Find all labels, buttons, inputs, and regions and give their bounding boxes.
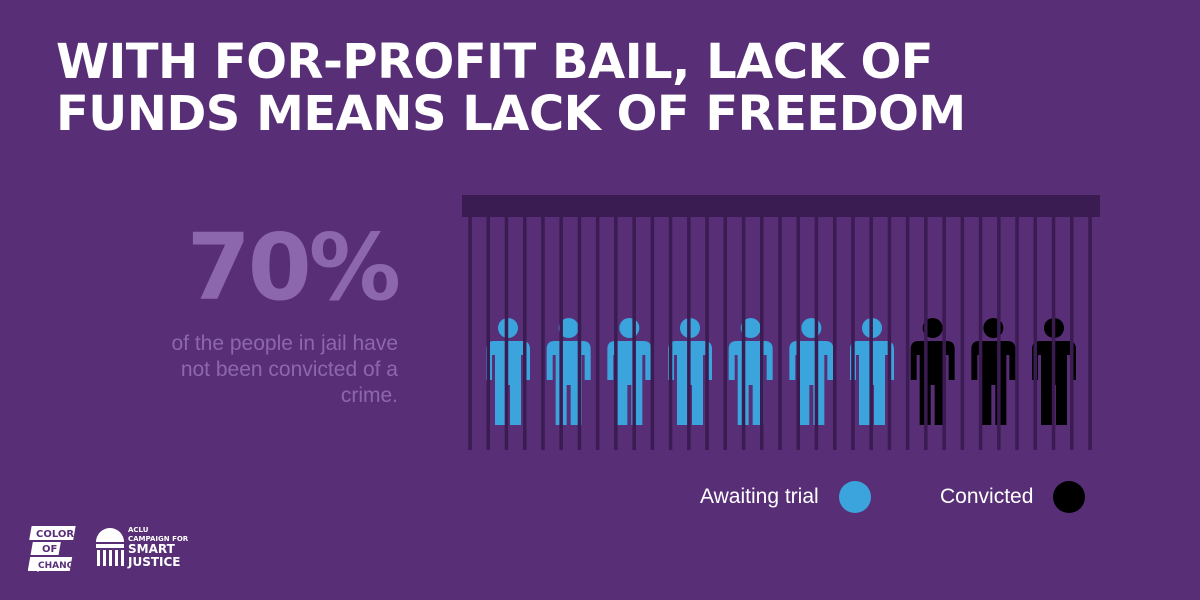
coc-line-3: CHANGE — [38, 561, 78, 571]
jail-bar — [997, 213, 1001, 450]
aclu-line-4: JUSTICE — [127, 555, 181, 569]
jail-bar — [942, 213, 946, 450]
coc-line-2: OF — [42, 544, 57, 555]
jail-bar — [468, 213, 472, 450]
person-icon-awaiting — [546, 318, 591, 425]
headline-line-1: WITH FOR-PROFIT BAIL, LACK OF — [56, 34, 934, 90]
legend-awaiting-label: Awaiting trial — [700, 485, 819, 508]
legend-awaiting-dot — [838, 481, 871, 513]
jail-bar — [778, 213, 782, 450]
jail-illustration — [462, 195, 1100, 450]
stat-description-line-2: not been convicted of a — [180, 358, 398, 381]
aclu-line-3: SMART — [128, 542, 176, 556]
jail-bar — [833, 213, 837, 450]
coc-line-1: COLOR — [36, 529, 74, 540]
jail-bar — [741, 213, 746, 450]
stat-description-line-1: of the people in jail have — [171, 332, 399, 355]
person-icon-awaiting — [607, 318, 652, 425]
jail-bar — [978, 213, 983, 450]
jail-bar — [687, 213, 691, 450]
jail-bar — [1051, 213, 1056, 450]
jail-bar — [541, 213, 545, 450]
jail-bar — [614, 213, 618, 450]
jail-bar — [668, 213, 673, 450]
jail-bar — [1070, 213, 1074, 450]
jail-bar — [705, 213, 709, 450]
jail-bar — [486, 213, 490, 450]
jail-bar — [869, 213, 873, 450]
aclu-line-2: CAMPAIGN FOR — [128, 535, 189, 543]
aclu-line-1: ACLU — [128, 526, 149, 534]
stat-percentage: 70% — [186, 214, 401, 321]
person-icon-convicted — [910, 318, 955, 425]
legend-convicted: Convicted — [940, 480, 1086, 514]
jail-bar — [1033, 213, 1037, 450]
color-of-change-logo: COLOR OF CHANGE — [27, 524, 80, 576]
legend-convicted-label: Convicted — [940, 485, 1034, 508]
headline: WITH FOR-PROFIT BAIL, LACK OF FUNDS MEAN… — [56, 36, 1156, 140]
jail-bars — [468, 213, 1092, 450]
jail-bar — [650, 213, 655, 450]
jail-bar — [523, 213, 527, 450]
jail-bar — [796, 213, 800, 450]
jail-bar — [1015, 213, 1019, 450]
legend-awaiting: Awaiting trial — [700, 480, 871, 514]
jail-bar — [887, 213, 892, 450]
headline-line-2: FUNDS MEANS LACK OF FREEDOM — [56, 86, 966, 142]
jail-bar — [1088, 213, 1092, 450]
jail-bar — [577, 213, 582, 450]
jail-bar — [595, 213, 600, 450]
person-icon-awaiting — [728, 318, 773, 425]
jail-bar — [960, 213, 965, 450]
jail-bar — [851, 213, 855, 450]
person-icon-convicted — [971, 318, 1016, 425]
jail-svg — [462, 195, 1100, 450]
person-icon-awaiting — [789, 318, 834, 425]
jail-bar — [814, 213, 819, 450]
jail-bar — [559, 213, 563, 450]
jail-bar — [504, 213, 509, 450]
aclu-smart-justice-logo: ACLU CAMPAIGN FOR SMART JUSTICE — [94, 524, 194, 574]
jail-top-beam — [462, 195, 1100, 217]
legend-convicted-dot — [1053, 481, 1086, 513]
jail-bar — [924, 213, 928, 450]
jail-bar — [905, 213, 910, 450]
jail-bar — [760, 213, 764, 450]
stat-description-line-3: crime. — [340, 384, 398, 407]
jail-bar — [723, 213, 727, 450]
stat-description: of the people in jail have not been conv… — [108, 331, 399, 409]
jail-bar — [632, 213, 636, 450]
